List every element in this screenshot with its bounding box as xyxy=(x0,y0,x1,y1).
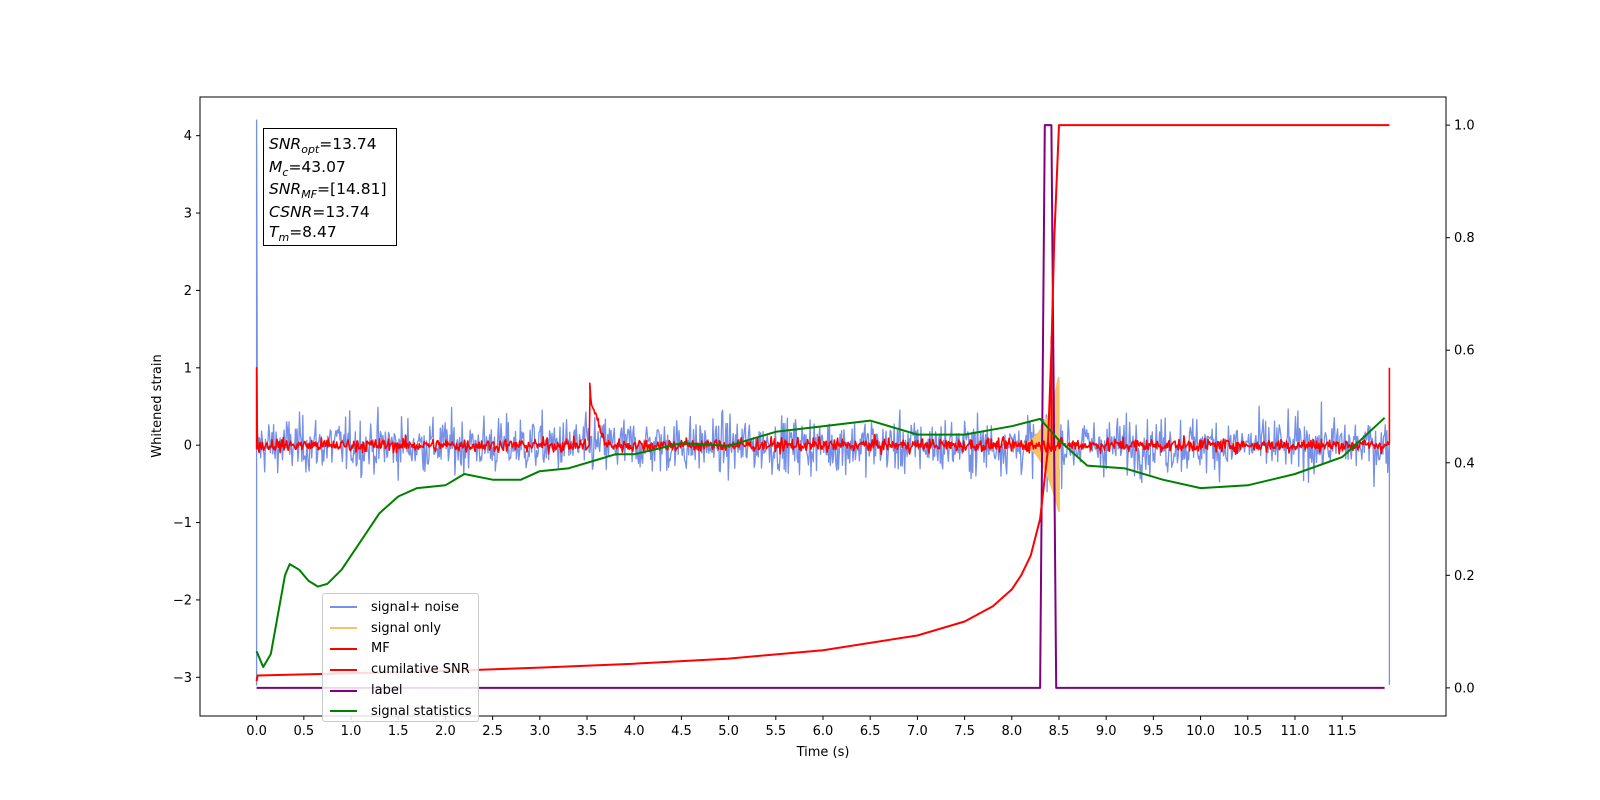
x-tick-label: 10.0 xyxy=(1186,724,1215,739)
legend-swatch xyxy=(330,647,357,650)
x-tick-label: 7.0 xyxy=(907,724,928,739)
y2-tick-label: 1.0 xyxy=(1454,119,1475,134)
y2-tick-label: 0.8 xyxy=(1454,231,1475,246)
stat-value: =43.07 xyxy=(288,157,346,176)
legend-swatch xyxy=(330,668,357,671)
legend-item: signal only xyxy=(330,618,478,639)
legend-item: signal statistics xyxy=(330,701,478,722)
y2-tick-label: 0.2 xyxy=(1454,569,1475,584)
y2-tick-label: 0.6 xyxy=(1454,344,1475,359)
x-axis-label: Time (s) xyxy=(796,745,850,760)
x-tick-label: 5.5 xyxy=(765,724,786,739)
x-tick-label: 11.0 xyxy=(1280,724,1309,739)
legend-item: label xyxy=(330,680,478,701)
x-tick-label: 8.5 xyxy=(1049,724,1070,739)
x-tick-label: 9.0 xyxy=(1096,724,1117,739)
x-axis: 0.0 0.5 1.0 1.5 2.0 2.5 3.0 3.5 4.0 4.5 5.0 5.5 6.0 6… xyxy=(246,716,1357,739)
y-tick-label: 3 xyxy=(184,207,192,222)
legend-label: signal+ noise xyxy=(371,599,460,615)
y2-tick-label: 0.4 xyxy=(1454,456,1475,471)
stat-subscript: MF xyxy=(301,188,318,202)
x-tick-label: 3.0 xyxy=(529,724,550,739)
x-tick-label: 5.0 xyxy=(718,724,739,739)
x-tick-label: 6.5 xyxy=(860,724,881,739)
y-axis-left: −3 −2 −1 0 1 2 3 4 xyxy=(173,129,200,686)
x-tick-label: 2.0 xyxy=(435,724,456,739)
x-tick-label: 8.0 xyxy=(1001,724,1022,739)
stat-subscript: c xyxy=(282,165,289,179)
stat-value: =13.74 xyxy=(319,135,377,153)
x-tick-label: 4.5 xyxy=(671,724,692,739)
legend-label: signal only xyxy=(371,620,442,636)
stat-line: Mc=43.07 xyxy=(269,157,396,180)
legend-swatch xyxy=(330,689,357,692)
x-tick-label: 4.0 xyxy=(624,724,645,739)
legend-swatch xyxy=(330,710,357,713)
x-tick-label: 0.0 xyxy=(246,724,267,739)
legend-swatch xyxy=(330,627,357,630)
legend-item: MF xyxy=(330,639,478,660)
legend-item: cumilative SNR xyxy=(330,659,478,680)
legend-label: MF xyxy=(371,641,390,657)
y-tick-label: 0 xyxy=(184,439,192,454)
stats-annotation-box: SNRopt=13.74 Mc=43.07 SNRMF=[14.81] CSNR=13… xyxy=(263,128,397,246)
legend-swatch xyxy=(330,606,357,609)
stat-symbol: SNR xyxy=(269,180,302,199)
stat-value: =[14.81] xyxy=(317,180,387,199)
y-tick-label: 4 xyxy=(184,129,192,144)
stat-line: CSNR=13.74 xyxy=(269,202,396,223)
legend-label: cumilative SNR xyxy=(371,662,470,678)
legend-label: signal statistics xyxy=(371,703,472,719)
y-tick-label: −2 xyxy=(173,593,192,608)
stat-symbol: SNR xyxy=(269,135,302,153)
legend: signal+ noise signal only MF cumilative SNR… xyxy=(322,593,479,722)
stat-value: =13.74 xyxy=(312,202,370,221)
x-tick-label: 7.5 xyxy=(954,724,975,739)
stat-line: SNRopt=13.74 xyxy=(269,134,396,157)
x-tick-label: 11.5 xyxy=(1328,724,1357,739)
y-axis-right: 0.0 0.2 0.4 0.6 0.8 1.0 xyxy=(1446,119,1475,696)
x-tick-label: 9.5 xyxy=(1143,724,1164,739)
stat-symbol: CSNR xyxy=(269,202,313,221)
y-tick-label: 1 xyxy=(184,361,192,376)
legend-item: signal+ noise xyxy=(330,597,478,618)
legend-label: label xyxy=(371,683,403,699)
y-tick-label: 2 xyxy=(184,284,192,299)
stat-subscript: opt xyxy=(301,143,320,156)
x-tick-label: 0.5 xyxy=(293,724,314,739)
y2-tick-label: 0.0 xyxy=(1454,681,1475,696)
x-tick-label: 10.5 xyxy=(1233,724,1262,739)
x-tick-label: 3.5 xyxy=(577,724,598,739)
x-tick-label: 1.0 xyxy=(341,724,362,739)
stat-subscript: m xyxy=(278,231,290,245)
y-tick-label: −3 xyxy=(173,671,192,686)
stat-value: =8.47 xyxy=(289,223,337,242)
x-tick-label: 2.5 xyxy=(482,724,503,739)
series-line-mf xyxy=(255,336,1391,456)
stat-symbol: T xyxy=(269,223,279,242)
stat-line: Tm=8.47 xyxy=(269,222,396,245)
series-line-label xyxy=(256,124,1385,689)
x-tick-label: 6.0 xyxy=(813,724,834,739)
y-tick-label: −1 xyxy=(173,516,192,531)
y-axis-label: Whitened strain xyxy=(150,354,165,457)
x-tick-label: 1.5 xyxy=(388,724,409,739)
stat-symbol: M xyxy=(269,157,283,176)
stat-line: SNRMF=[14.81] xyxy=(269,179,396,202)
series-line-signal-statistics xyxy=(255,417,1386,668)
